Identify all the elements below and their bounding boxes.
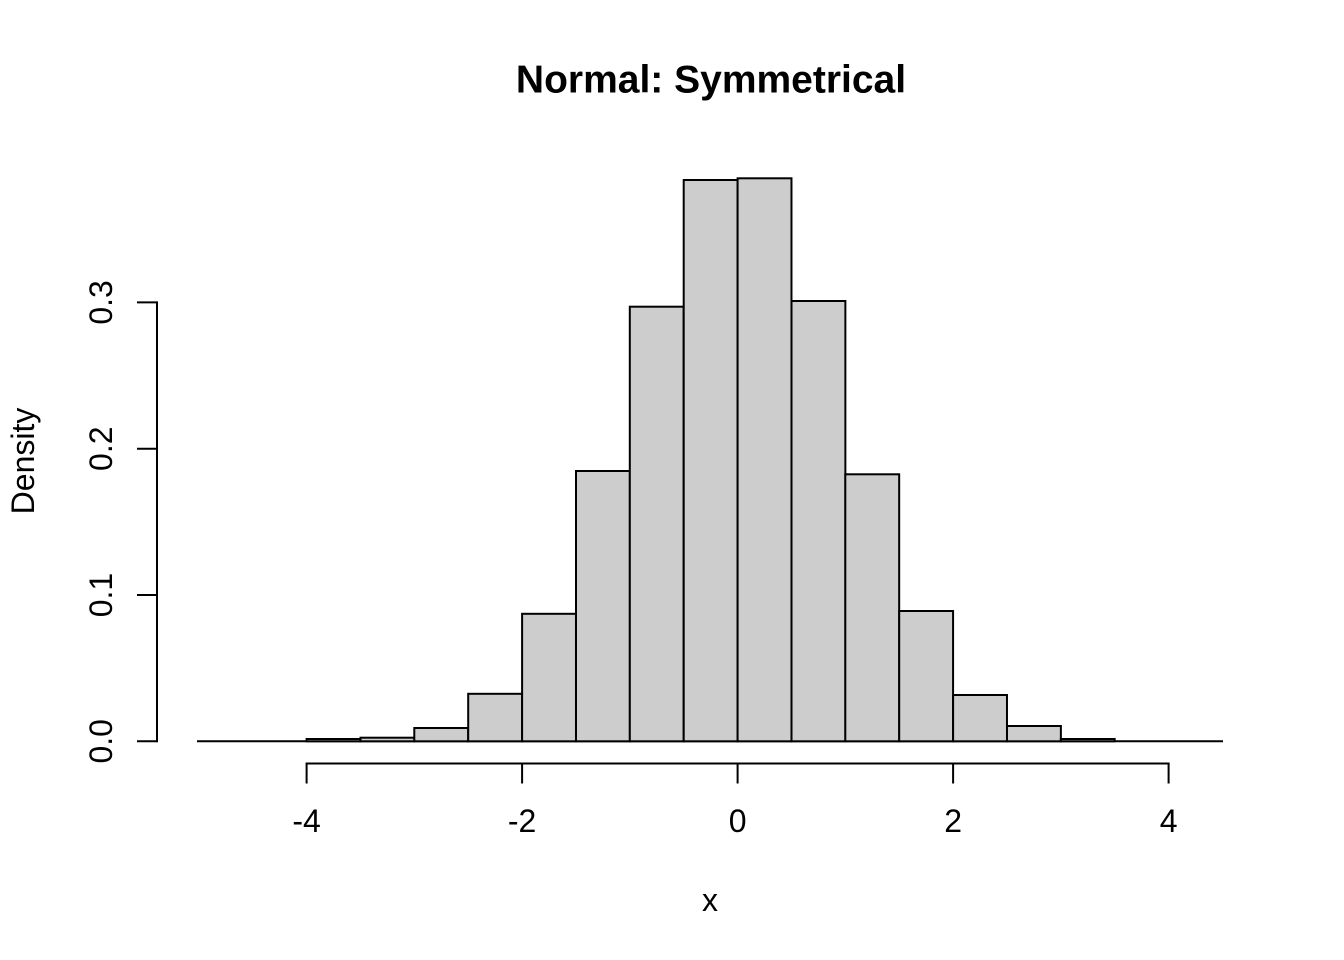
svg-text:0.2: 0.2 [83, 426, 119, 470]
svg-text:2: 2 [944, 803, 962, 839]
svg-text:0: 0 [729, 803, 747, 839]
svg-text:0.1: 0.1 [83, 573, 119, 617]
svg-text:Normal: Symmetrical: Normal: Symmetrical [516, 59, 906, 102]
svg-text:-2: -2 [508, 803, 536, 839]
svg-text:4: 4 [1160, 803, 1178, 839]
svg-text:x: x [702, 882, 718, 918]
svg-text:0.0: 0.0 [83, 719, 119, 763]
svg-text:0.3: 0.3 [83, 280, 119, 324]
svg-text:-4: -4 [292, 803, 320, 839]
svg-text:Density: Density [5, 408, 41, 515]
